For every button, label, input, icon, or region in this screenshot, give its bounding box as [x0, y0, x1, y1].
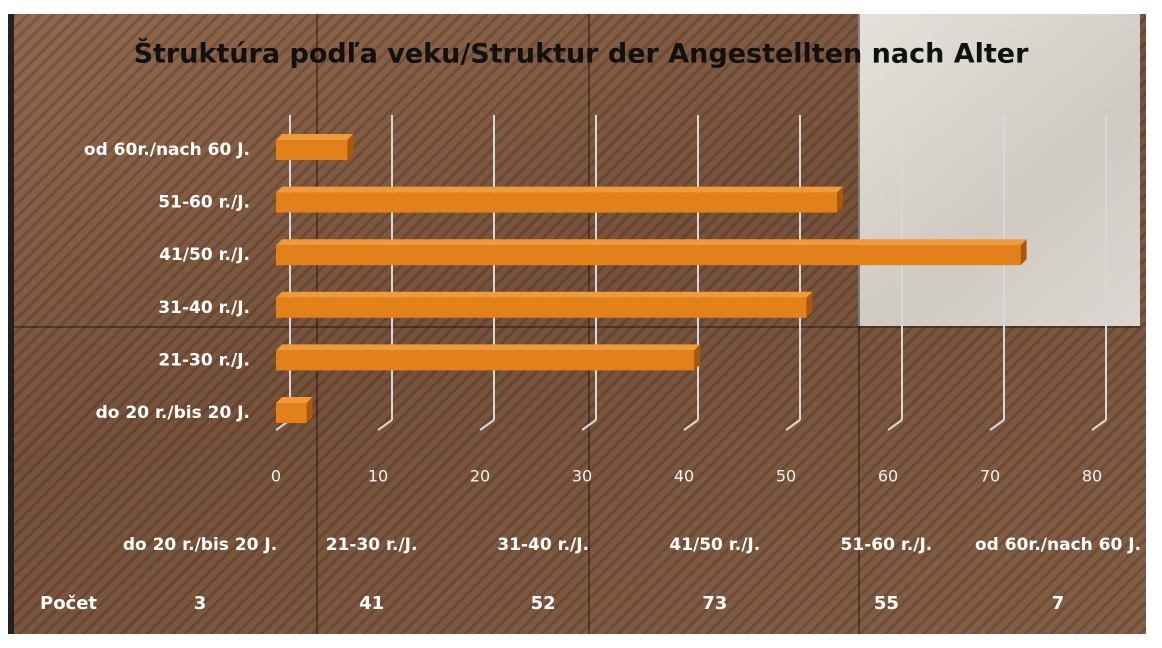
x-tick-label: 10 [368, 467, 388, 486]
table-header: 21-30 r./J. [287, 521, 457, 569]
grid-foot [990, 420, 1004, 430]
bar [276, 403, 307, 423]
x-tick-label: 0 [271, 467, 281, 486]
table-header: 41/50 r./J. [630, 521, 800, 569]
y-tick-label: od 60r./nach 60 J. [84, 140, 250, 160]
bar [276, 245, 1021, 265]
bar-top [276, 397, 313, 403]
slide: Štruktúra podľa veku/Struktur der Angest… [0, 0, 1162, 648]
table-header: 51-60 r./J. [801, 521, 971, 569]
table-value: 52 [458, 592, 628, 616]
grid-foot [480, 420, 494, 430]
x-tick-label: 30 [572, 467, 592, 486]
bar [276, 350, 694, 370]
bar-top [276, 187, 843, 193]
table-header: do 20 r./bis 20 J. [115, 521, 285, 569]
y-tick-label: do 20 r./bis 20 J. [96, 403, 250, 423]
table-header: od 60r./nach 60 J. [973, 521, 1143, 569]
bar [276, 193, 837, 213]
table-value: 73 [630, 592, 800, 616]
y-tick-label: 21-30 r./J. [158, 350, 250, 370]
grid-foot [1092, 420, 1106, 430]
grid-foot [378, 420, 392, 430]
x-tick-label: 40 [674, 467, 694, 486]
x-tick-label: 70 [980, 467, 1000, 486]
y-tick-label: 41/50 r./J. [159, 245, 250, 265]
grid-foot [582, 420, 596, 430]
grid-foot [786, 420, 800, 430]
grid-foot [888, 420, 902, 430]
y-tick-label: 51-60 r./J. [158, 193, 250, 213]
x-tick-label: 20 [470, 467, 490, 486]
grid-foot [684, 420, 698, 430]
table-value: 41 [287, 592, 457, 616]
table-header: 31-40 r./J. [458, 521, 628, 569]
x-tick-label: 60 [878, 467, 898, 486]
chart-title: Štruktúra podľa veku/Struktur der Angest… [134, 38, 1030, 70]
bar-top [276, 134, 353, 140]
table-value: 7 [973, 592, 1143, 616]
bar-top [276, 292, 812, 298]
bar [276, 140, 347, 160]
table-row-label: Počet [40, 593, 97, 614]
y-tick-label: 31-40 r./J. [158, 298, 250, 318]
bar [276, 298, 806, 318]
bar-top [276, 239, 1027, 245]
x-tick-label: 80 [1082, 467, 1102, 486]
table-value: 3 [115, 592, 285, 616]
table-value: 55 [801, 592, 971, 616]
bar-top [276, 344, 700, 350]
x-tick-label: 50 [776, 467, 796, 486]
